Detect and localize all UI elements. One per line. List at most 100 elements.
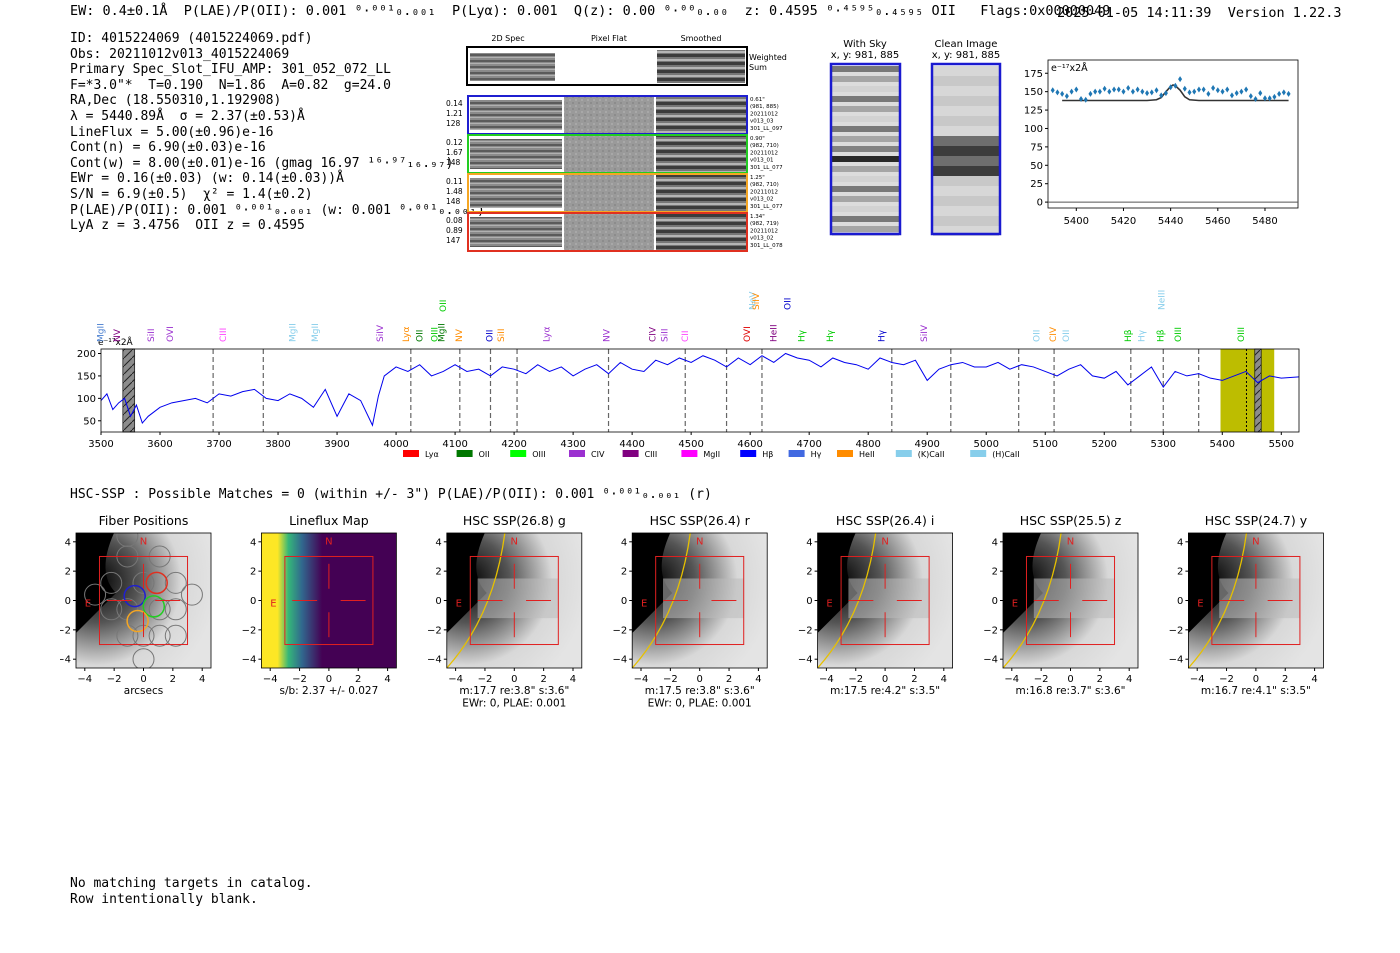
spectrum-line-label: NV (455, 328, 465, 342)
with-sky-stripe (832, 112, 899, 116)
spectrum-ytick-label: 100 (77, 394, 96, 405)
clean-image-frame (930, 62, 1002, 236)
cutout-row-meta: 20211012 (750, 150, 778, 156)
spectrum-xtick-label: 5100 (1033, 439, 1058, 450)
zoom-ytick-label: 125 (1024, 106, 1043, 117)
clean-image-stripe (933, 116, 999, 126)
image-panel: N E −4 −4 −2 −2 0 0 2 2 4 4 s/b: 2.37 +/- 0.027 (242, 532, 397, 697)
spectrum-xtick-label: 3900 (324, 439, 349, 450)
zoom-data-point (1262, 95, 1267, 102)
panel-xtick-label: −4 (263, 674, 278, 685)
with-sky-stripe (832, 102, 899, 106)
clean-image-stripe (933, 86, 999, 96)
info-line: ID: 4015224069 (4015224069.pdf) (70, 31, 313, 46)
zoom-data-point (1079, 96, 1084, 103)
spectrum-legend-swatch (510, 450, 527, 457)
cutout-row-meta: 301_LL_097 (750, 126, 783, 132)
zoom-data-point (1121, 88, 1126, 95)
cutout-col-title: 2D Spec (491, 34, 524, 43)
clean-image-stripe (933, 106, 999, 116)
panel-ytick-label: 0 (1177, 596, 1183, 607)
spectrum-legend-swatch (837, 450, 853, 457)
zoom-data-point (1244, 86, 1249, 93)
panel-xtick-label: −2 (1034, 674, 1049, 685)
spectrum-line-label: Hγ (1137, 329, 1147, 342)
cutout-row-stat: 1.67 (446, 148, 463, 157)
panel-xtick-label: −4 (1190, 674, 1205, 685)
extended-source (663, 578, 744, 619)
panel-ytick-label: −2 (983, 625, 998, 636)
zoom-data-point (1060, 90, 1065, 97)
clean-image-stripe (933, 186, 999, 196)
zoom-data-point (1187, 89, 1192, 96)
zoom-data-point (1163, 90, 1168, 97)
panel-xtick-label: 0 (140, 674, 146, 685)
zoom-data-point (1116, 86, 1121, 93)
cutout-2d-spec (470, 178, 562, 208)
spectrum-line-label: CIII (219, 328, 229, 342)
zoom-data-point (1168, 84, 1173, 91)
cutout-2d-spec (470, 139, 562, 169)
cutout-row-stat: 147 (446, 236, 461, 245)
with-sky-stripe (832, 156, 899, 162)
panel-xtick-label: −4 (634, 674, 649, 685)
panel-body (446, 533, 582, 668)
panel-ytick-label: 4 (1177, 537, 1183, 548)
ellipse-aperture (632, 533, 691, 668)
fiber-circle (164, 571, 187, 594)
cutout-smoothed (656, 214, 746, 251)
panel-title: HSC SSP(25.5) z (1020, 513, 1122, 528)
zoom-data-point (1159, 92, 1164, 99)
panel-body (261, 533, 397, 668)
panel-ytick-label: −4 (60, 655, 71, 666)
zoom-data-point (1069, 88, 1074, 95)
zoom-data-point (1130, 88, 1135, 95)
spectrum-line-label: Hγ (878, 329, 888, 342)
with-sky-stripe (832, 212, 899, 216)
with-sky-stripe (832, 126, 899, 132)
north-label: N (881, 537, 888, 548)
with-sky-stripe (832, 202, 899, 206)
zoom-fit-line (1062, 84, 1289, 102)
fiber-circle (180, 583, 203, 606)
with-sky-title: With Sky (843, 39, 887, 50)
spectrum-xtick-label: 5300 (1151, 439, 1176, 450)
clean-image-stripe (933, 206, 999, 216)
zoom-data-point (1050, 87, 1055, 94)
cutout-row-meta: 301_LL_078 (750, 243, 783, 249)
weighted-label: Sum (749, 63, 767, 72)
zoom-data-point (1215, 87, 1220, 94)
spectrum-xtick-label: 5400 (1210, 439, 1235, 450)
cutout-row-meta: (982, 710) (750, 143, 779, 149)
info-line: Obs: 20211012v013_4015224069 (70, 46, 290, 62)
detection-info: ID: 4015224069 (4015224069.pdf) Obs: 202… (70, 31, 485, 234)
spectrum-xtick-label: 4000 (383, 439, 408, 450)
cutout-2d-spec (470, 217, 562, 247)
fiber-circle (164, 624, 187, 647)
spectrum-xtick-label: 5200 (1092, 439, 1117, 450)
weighted-smoothed (657, 50, 745, 83)
spectrum-line-label: Hγ (797, 329, 807, 342)
spectrum-legend-swatch (788, 450, 805, 457)
spectrum-xtick-label: 4300 (560, 439, 585, 450)
panel-ytick-label: 4 (435, 537, 441, 548)
spectrum-sky-band (122, 348, 136, 433)
panel-xtick-label: −4 (819, 674, 834, 685)
zoom-data-point (1149, 89, 1154, 96)
east-label: E (456, 598, 462, 609)
spectrum-xtick-label: 3500 (88, 439, 113, 450)
cutout-row-meta: v013_02 (750, 236, 774, 242)
cutout-row-stat: 0.14 (446, 99, 463, 108)
spectrum-xtick-label: 3600 (147, 439, 172, 450)
spectrum-xtick-label: 4600 (737, 439, 762, 450)
spectrum-line-label: NeIII (1157, 290, 1167, 310)
cutout-col-title: Smoothed (681, 34, 722, 43)
zoom-data-point (1173, 82, 1178, 89)
spectrum-line-label: Hγ (826, 329, 836, 342)
zoom-data-point (1074, 86, 1079, 93)
cutout-row-meta: 20211012 (750, 228, 778, 234)
cutout-row-stat: 148 (446, 197, 461, 206)
panel-xtick-label: 4 (199, 674, 205, 685)
panel-ytick-label: −4 (798, 655, 813, 666)
